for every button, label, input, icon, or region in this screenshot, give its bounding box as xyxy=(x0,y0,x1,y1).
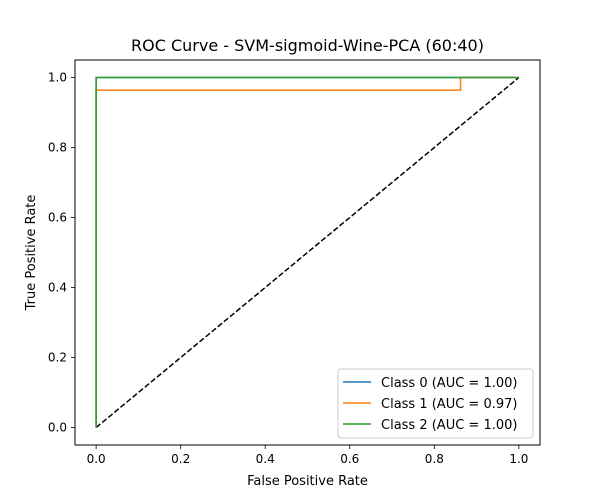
legend-frame xyxy=(337,368,534,439)
y-axis-label: True Positive Rate xyxy=(24,195,39,312)
legend: Class 0 (AUC = 1.00) Class 1 (AUC = 0.97)… xyxy=(337,368,534,439)
legend-label-class-1: Class 1 (AUC = 0.97) xyxy=(381,397,517,412)
y-tick-label: 1.0 xyxy=(48,71,67,85)
roc-line-class-2 xyxy=(95,76,519,428)
chart-title: ROC Curve - SVM-sigmoid-Wine-PCA (60:40) xyxy=(131,36,484,55)
legend-items: Class 0 (AUC = 1.00) Class 1 (AUC = 0.97)… xyxy=(343,376,517,433)
y-tick-label: 0.0 xyxy=(48,421,67,435)
x-axis-label: False Positive Rate xyxy=(247,474,368,489)
x-tick-label: 0.8 xyxy=(425,452,444,466)
x-tick-label: 0.0 xyxy=(87,452,106,466)
x-axis-ticks: 0.0 0.2 0.4 0.6 0.8 1.0 xyxy=(87,445,528,466)
series-layer xyxy=(95,76,520,429)
legend-label-class-0: Class 0 (AUC = 1.00) xyxy=(381,376,517,391)
reference-diagonal-line xyxy=(95,76,520,429)
legend-label-class-2: Class 2 (AUC = 1.00) xyxy=(381,418,517,433)
y-tick-label: 0.8 xyxy=(48,141,67,155)
y-tick-label: 0.2 xyxy=(48,351,67,365)
y-tick-label: 0.6 xyxy=(48,211,67,225)
y-tick-label: 0.4 xyxy=(48,281,67,295)
x-tick-label: 0.6 xyxy=(340,452,359,466)
x-tick-label: 1.0 xyxy=(509,452,528,466)
plot-frame xyxy=(74,59,541,446)
x-tick-label: 0.2 xyxy=(171,452,190,466)
y-axis-ticks: 0.0 0.2 0.4 0.6 0.8 1.0 xyxy=(48,71,75,435)
x-tick-label: 0.4 xyxy=(256,452,275,466)
